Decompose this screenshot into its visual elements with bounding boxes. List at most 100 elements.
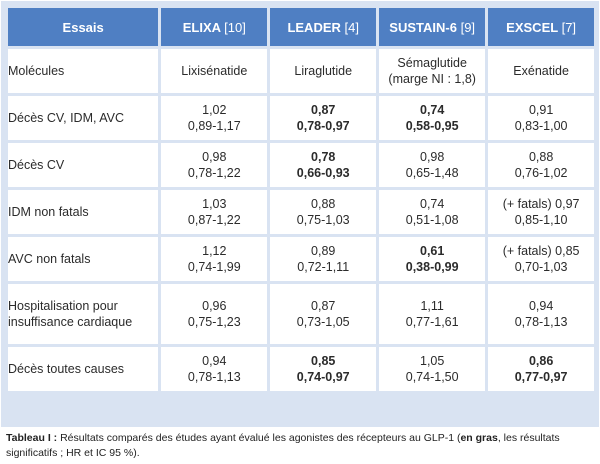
table-cell: 0,98 0,78-1,22 <box>161 143 268 187</box>
table-cell: Sémaglutide (marge NI : 1,8) <box>379 49 486 93</box>
table-cell: 0,91 0,83-1,00 <box>488 96 594 140</box>
table-cell: 0,94 0,78-1,13 <box>161 347 268 391</box>
cell-value: Lixisénatide <box>181 64 248 78</box>
cell-interval: 0,66-0,93 <box>296 166 350 180</box>
table-cell: 1,02 0,89-1,17 <box>161 96 268 140</box>
header-essais: Essais <box>8 8 159 46</box>
table-cell: 0,74 0,58-0,95 <box>379 96 486 140</box>
cell-value: 0,98 <box>202 150 227 164</box>
trial-ref: [9] <box>460 19 476 35</box>
table-cell: Lixisénatide <box>161 49 268 93</box>
table-row: AVC non fatals 1,12 0,74-1,99 0,89 0,72-1,11… <box>8 237 594 281</box>
trial-name: LEADER <box>287 19 341 35</box>
cell-interval: 0,74-1,99 <box>187 260 241 274</box>
cell-interval: 0,87-1,22 <box>187 213 241 227</box>
cell-interval: 0,89-1,17 <box>187 119 241 133</box>
cell-value: 0,74 <box>420 197 445 211</box>
table-row: Décès toutes causes 0,94 0,78-1,13 0,85 0,74… <box>8 347 594 391</box>
cell-interval: 0,83-1,00 <box>514 119 568 133</box>
caption-text: Résultats comparés des études ayant éval… <box>57 432 461 444</box>
table-row: Décès CV 0,98 0,78-1,22 0,78 0,66-0,93 0,98 0,… <box>8 143 594 187</box>
cell-interval: 0,76-1,02 <box>514 166 568 180</box>
table-cell: 0,88 0,76-1,02 <box>488 143 594 187</box>
table-cell: 0,86 0,77-0,97 <box>488 347 594 391</box>
table-cell: (+ fatals) 0,85 0,70-1,03 <box>488 237 594 281</box>
trial-name: ELIXA <box>182 19 221 35</box>
caption-label: Tableau I : <box>6 432 58 444</box>
cell-interval: 0,85-1,10 <box>514 213 568 227</box>
cell-interval: 0,74-1,50 <box>405 370 459 384</box>
trial-ref: [7] <box>561 19 577 35</box>
cell-interval: 0,51-1,08 <box>405 213 459 227</box>
table-cell: 0,88 0,75-1,03 <box>270 190 377 234</box>
row-label: Décès CV <box>8 143 159 187</box>
table-cell: 0,96 0,75-1,23 <box>161 284 268 344</box>
table-row: Décès CV, IDM, AVC 1,02 0,89-1,17 0,87 0,78-… <box>8 96 594 140</box>
cell-value: 0,94 <box>202 354 227 368</box>
cell-interval: 0,77-0,97 <box>514 370 568 384</box>
table-row: Molécules Lixisénatide Liraglutide Sémaglut… <box>8 49 594 93</box>
table-cell: 0,61 0,38-0,99 <box>379 237 486 281</box>
cell-value: 0,94 <box>528 299 554 313</box>
header-trial: SUSTAIN-6 [9] <box>379 8 486 46</box>
cell-value: 0,74 <box>420 103 445 117</box>
caption-bold-note: en gras <box>460 432 498 444</box>
table-cell: 1,12 0,74-1,99 <box>161 237 268 281</box>
row-label: Hospitalisation pour insuffisance cardia… <box>8 284 159 344</box>
table-cell: Exénatide <box>488 49 594 93</box>
table-cell: Liraglutide <box>270 49 377 93</box>
trial-ref: [10] <box>224 19 246 35</box>
cell-interval: 0,38-0,99 <box>405 260 459 274</box>
cell-interval: 0,78-1,13 <box>514 315 568 329</box>
cell-interval: 0,78-1,13 <box>187 370 241 384</box>
cell-value: Liraglutide <box>294 64 353 78</box>
table-header-row: Essais ELIXA [10] LEADER [4] SUSTAIN-6 [… <box>8 8 594 46</box>
cell-interval: 0,58-0,95 <box>405 119 459 133</box>
cell-value: 1,12 <box>202 244 227 258</box>
table-caption: Tableau I : Résultats comparés des étude… <box>6 431 596 461</box>
header-trial: ELIXA [10] <box>161 8 268 46</box>
cell-interval: 0,70-1,03 <box>514 260 568 274</box>
cell-interval: 0,75-1,23 <box>187 315 241 329</box>
row-label: AVC non fatals <box>8 237 159 281</box>
row-label: IDM non fatals <box>8 190 159 234</box>
cell-value: (+ fatals) 0,97 <box>502 197 580 211</box>
cell-value: 1,02 <box>202 103 227 117</box>
cell-value: 0,87 <box>311 103 336 117</box>
table-cell: 0,89 0,72-1,11 <box>270 237 377 281</box>
cell-value: 0,98 <box>420 150 445 164</box>
table-cell: 0,78 0,66-0,93 <box>270 143 377 187</box>
header-trial: LEADER [4] <box>270 8 377 46</box>
trial-ref: [4] <box>344 19 359 35</box>
cell-value: 1,11 <box>420 299 444 313</box>
cell-interval: 0,73-1,05 <box>296 315 350 329</box>
table-cell: 1,05 0,74-1,50 <box>379 347 486 391</box>
table-cell: (+ fatals) 0,97 0,85-1,10 <box>488 190 594 234</box>
caption-text-end: , les résultats significatifs ; HR et IC… <box>6 432 560 459</box>
cell-value: 1,05 <box>420 354 445 368</box>
row-label: Molécules <box>8 49 159 93</box>
table-cell: 0,87 0,73-1,05 <box>270 284 377 344</box>
cell-interval: 0,72-1,11 <box>297 260 350 274</box>
results-table: Essais ELIXA [10] LEADER [4] SUSTAIN-6 [… <box>5 5 597 394</box>
trial-name: EXSCEL <box>506 19 558 35</box>
cell-value: 1,03 <box>202 197 227 211</box>
header-trial: EXSCEL [7] <box>488 8 594 46</box>
cell-value: 0,89 <box>311 244 336 258</box>
row-label: Décès CV, IDM, AVC <box>8 96 159 140</box>
cell-value: 0,88 <box>311 197 336 211</box>
table-row: Hospitalisation pour insuffisance cardia… <box>8 284 594 344</box>
cell-interval: 0,75-1,03 <box>296 213 350 227</box>
table-row: IDM non fatals 1,03 0,87-1,22 0,88 0,75-1,03… <box>8 190 594 234</box>
row-label: Décès toutes causes <box>8 347 159 391</box>
cell-interval: 0,74-0,97 <box>296 370 350 384</box>
cell-value: 0,78 <box>311 150 336 164</box>
cell-value: 0,85 <box>311 354 336 368</box>
cell-interval: 0,77-1,61 <box>405 315 459 329</box>
cell-interval: (marge NI : 1,8) <box>388 72 476 86</box>
cell-value: Exénatide <box>513 64 569 78</box>
cell-value: 0,96 <box>202 299 227 313</box>
cell-value: 0,87 <box>311 299 336 313</box>
cell-value: (+ fatals) 0,85 <box>502 244 580 258</box>
cell-value: 0,88 <box>528 150 554 164</box>
